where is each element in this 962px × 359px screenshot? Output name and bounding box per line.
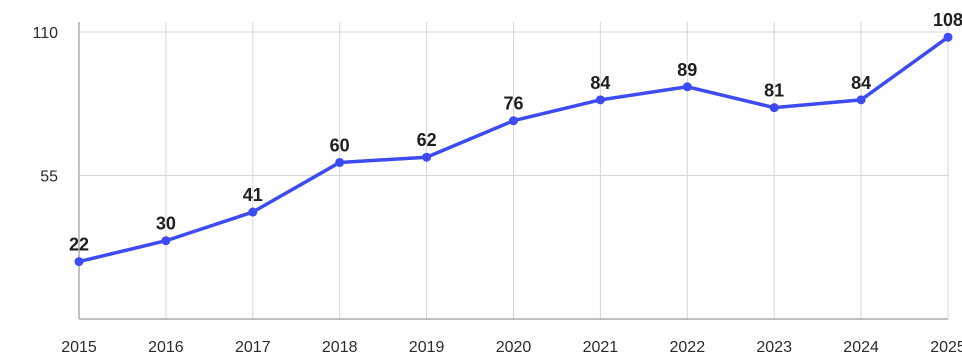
data-label: 81 [764,81,784,101]
grid [79,22,949,319]
data-point [595,95,605,105]
x-tick-label: 2015 [61,339,97,356]
axes [78,22,948,320]
data-label: 22 [69,235,89,255]
data-point [682,82,692,92]
data-point [74,257,84,267]
y-tick-label: 110 [32,25,58,42]
data-label: 62 [417,130,437,150]
data-label: 89 [677,60,697,80]
data-label: 30 [156,214,176,234]
data-label: 76 [503,94,523,114]
data-point [943,32,953,42]
x-tick-label: 2021 [583,339,619,356]
x-tick-label: 2022 [670,339,706,356]
y-axis-ticks: 55 110 [32,25,58,186]
data-point [856,95,866,105]
x-axis-ticks: 2015 2016 2017 2018 2019 2020 2021 2022 2023 2024… [61,339,962,356]
data-label: 108 [933,10,962,30]
x-tick-label: 2025 [930,339,962,356]
data-point [248,207,258,217]
data-point [769,103,779,113]
data-point [509,116,518,126]
x-tick-label: 2024 [843,339,879,356]
series [74,32,953,267]
data-label: 41 [243,185,263,205]
data-label: 84 [590,73,610,93]
data-point [335,157,345,167]
x-tick-label: 2018 [322,339,358,356]
data-label: 60 [330,135,350,155]
y-tick-label: 55 [40,169,58,186]
data-label: 84 [851,73,871,93]
x-tick-label: 2016 [148,339,184,356]
data-point [161,236,171,246]
data-labels: 22 30 41 60 62 76 84 89 81 84 108 [69,10,962,254]
x-tick-label: 2020 [496,339,532,356]
x-tick-label: 2019 [409,339,445,356]
data-point [422,152,432,162]
x-tick-label: 2017 [235,339,271,356]
x-tick-label: 2023 [756,339,792,356]
